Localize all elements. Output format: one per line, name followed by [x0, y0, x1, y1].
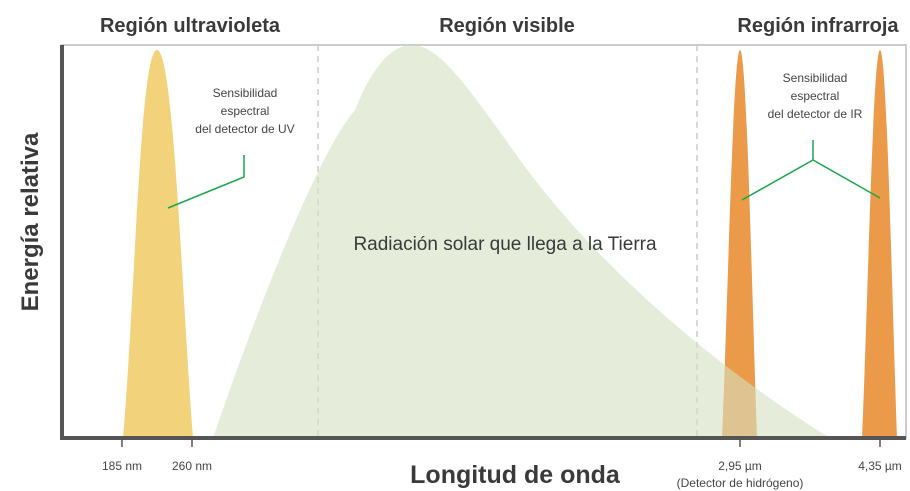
annotation: espectral	[791, 89, 840, 103]
x-tick-label: 2,95 µm	[718, 459, 762, 473]
leader-line	[167, 155, 245, 209]
ir-sensitivity	[722, 50, 757, 438]
region-header: Región visible	[439, 15, 575, 37]
solar-label: Radiación solar que llega a la Tierra	[353, 234, 657, 255]
x-tick-label: 260 nm	[172, 459, 212, 473]
x-tick-label: 4,35 µm	[858, 459, 902, 473]
annotation: del detector de IR	[768, 107, 863, 121]
x-tick-note: (Detector de hidrógeno)	[677, 476, 804, 490]
leader-line	[741, 159, 881, 201]
region-header: Región ultravioleta	[100, 15, 281, 37]
annotation: Sensibilidad	[213, 86, 278, 100]
x-tick-label: 185 nm	[102, 459, 142, 473]
solar-radiation	[213, 45, 830, 438]
annotation: del detector de UV	[195, 122, 294, 136]
ir-sensitivity	[862, 50, 897, 438]
y-axis-label: Energía relativa	[17, 132, 44, 311]
region-header: Región infrarroja	[737, 15, 899, 37]
annotation: Sensibilidad	[783, 71, 848, 85]
x-axis-label: Longitud de onda	[410, 461, 621, 489]
uv-sensitivity	[123, 50, 193, 438]
annotation: espectral	[221, 104, 270, 118]
